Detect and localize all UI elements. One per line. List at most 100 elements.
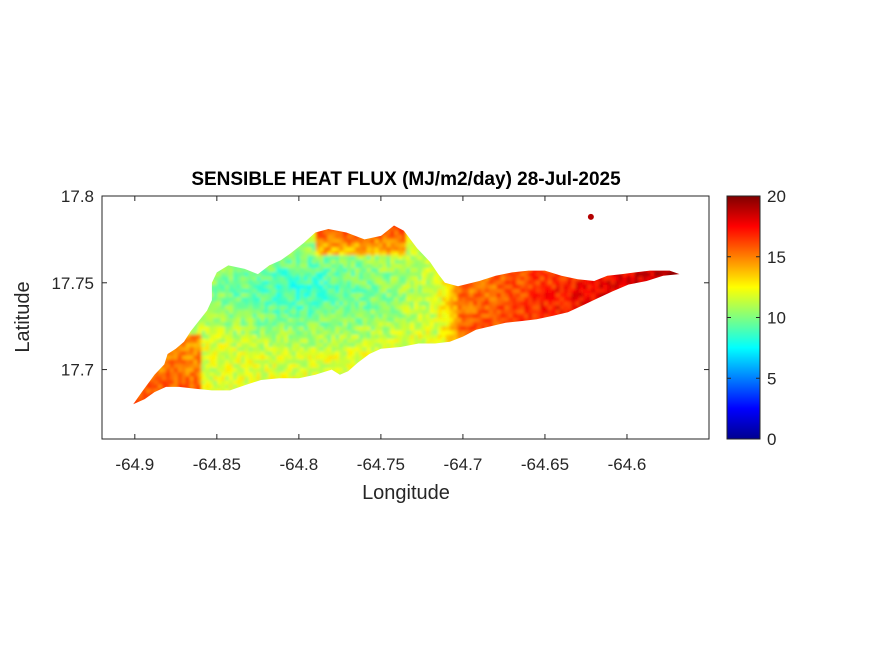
- flux-cell: [398, 275, 403, 281]
- flux-cell: [264, 338, 270, 343]
- flux-cell: [488, 313, 494, 318]
- flux-cell: [197, 375, 203, 381]
- flux-cell: [256, 296, 262, 302]
- flux-cell: [445, 329, 451, 335]
- flux-cell: [374, 304, 380, 310]
- flux-cell: [240, 317, 246, 323]
- flux-cell: [390, 296, 396, 302]
- flux-cell: [268, 279, 274, 285]
- flux-cell: [264, 325, 270, 331]
- flux-cell: [402, 325, 407, 331]
- flux-cell: [236, 350, 242, 356]
- flux-cell: [185, 375, 191, 381]
- flux-cell: [370, 238, 376, 243]
- flux-cell: [331, 338, 336, 343]
- flux-cell: [284, 367, 289, 373]
- flux-cell: [213, 379, 218, 385]
- flux-cell: [284, 358, 289, 364]
- flux-cell: [292, 338, 297, 343]
- flux-cell: [347, 271, 352, 277]
- flux-cell: [292, 342, 297, 348]
- flux-cell: [331, 367, 336, 373]
- flux-cell: [429, 283, 435, 289]
- flux-cell: [551, 304, 557, 310]
- flux-cell: [292, 346, 297, 352]
- flux-cell: [351, 354, 356, 360]
- flux-cell: [201, 317, 207, 323]
- flux-cell: [197, 329, 203, 335]
- flux-cell: [229, 338, 234, 343]
- flux-cell: [374, 250, 380, 256]
- flux-cell: [390, 304, 396, 310]
- flux-cell: [382, 233, 388, 239]
- flux-cell: [331, 279, 336, 285]
- flux-cell: [264, 283, 270, 289]
- flux-cell: [362, 300, 368, 306]
- flux-cell: [402, 250, 407, 256]
- flux-cell: [351, 288, 356, 293]
- flux-cell: [339, 275, 344, 281]
- flux-cell: [173, 383, 179, 389]
- flux-cell: [229, 375, 234, 381]
- flux-cell: [236, 333, 242, 339]
- flux-cell: [217, 308, 222, 314]
- flux-cell: [402, 296, 407, 302]
- flux-cell: [406, 275, 411, 281]
- flux-cell: [406, 288, 411, 293]
- flux-cell: [398, 238, 403, 243]
- flux-cell: [323, 317, 329, 323]
- flux-cell: [335, 350, 340, 356]
- flux-cell: [477, 288, 482, 293]
- flux-cell: [410, 283, 415, 289]
- flux-cell: [358, 325, 364, 331]
- flux-cell: [343, 246, 348, 252]
- flux-cell: [272, 321, 277, 327]
- flux-cell: [311, 325, 317, 331]
- flux-cell: [410, 321, 415, 327]
- flux-cell: [347, 308, 352, 314]
- flux-cell: [481, 288, 486, 293]
- flux-cell: [374, 308, 380, 314]
- flux-cell: [252, 329, 258, 335]
- flux-cell: [378, 238, 384, 243]
- flux-cell: [244, 321, 250, 327]
- flux-cell: [540, 304, 545, 310]
- flux-cell: [280, 321, 285, 327]
- flux-cell: [268, 304, 274, 310]
- flux-cell: [551, 308, 557, 314]
- flux-cell: [465, 317, 470, 323]
- flux-cell: [547, 308, 553, 314]
- flux-cell: [390, 238, 396, 243]
- flux-cell: [374, 275, 380, 281]
- flux-cell: [225, 375, 230, 381]
- flux-cell: [508, 300, 514, 306]
- flux-cell: [166, 379, 171, 385]
- flux-cell: [292, 288, 297, 293]
- flux-cell: [311, 350, 317, 356]
- flux-cell: [469, 317, 474, 323]
- flux-cell: [445, 308, 451, 314]
- flux-cell: [185, 383, 191, 389]
- flux-cell: [272, 275, 277, 281]
- flux-cell: [205, 317, 211, 323]
- flux-cell: [370, 296, 376, 302]
- flux-cell: [303, 275, 309, 281]
- flux-cell: [272, 350, 277, 356]
- flux-cell: [323, 275, 329, 281]
- flux-cell: [201, 325, 207, 331]
- flux-cell: [382, 246, 388, 252]
- flux-cell: [453, 321, 459, 327]
- flux-cell: [406, 283, 411, 289]
- flux-cell: [418, 267, 423, 273]
- flux-cell: [197, 383, 203, 389]
- flux-cell: [181, 354, 187, 360]
- flux-cell: [299, 246, 305, 252]
- flux-cell: [252, 350, 258, 356]
- flux-cell: [351, 333, 356, 339]
- flux-cell: [284, 317, 289, 323]
- flux-cell: [197, 317, 203, 323]
- flux-cell: [295, 367, 301, 373]
- flux-cell: [528, 271, 533, 277]
- flux-cell: [343, 238, 348, 243]
- flux-cell: [351, 338, 356, 343]
